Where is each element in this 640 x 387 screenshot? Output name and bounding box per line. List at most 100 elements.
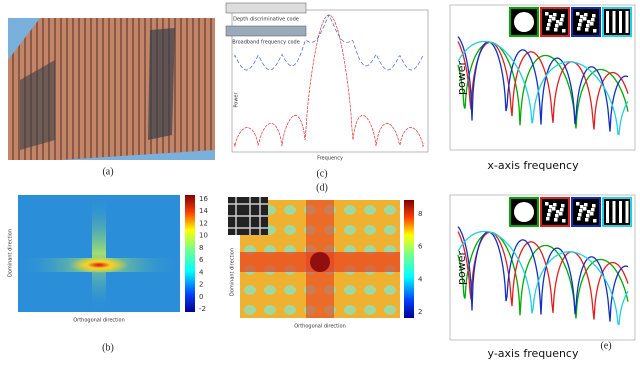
icon (612, 201, 616, 223)
icon (576, 12, 580, 16)
icon (514, 12, 534, 32)
icon (546, 27, 550, 31)
icon (555, 24, 559, 28)
icon (606, 201, 609, 223)
x-axis-label: Orthogonal direction (294, 324, 346, 330)
panel-label: (e) (600, 340, 611, 351)
icon (612, 11, 616, 33)
icon (579, 209, 583, 213)
icon (625, 11, 629, 33)
icon (593, 29, 597, 33)
y-axis-label: Dominant direction (8, 229, 14, 277)
icon (586, 24, 590, 28)
icon (560, 18, 564, 22)
curve (233, 14, 425, 71)
icon (593, 219, 597, 223)
icon (562, 29, 566, 33)
icon (580, 15, 584, 19)
icon (514, 202, 534, 222)
icon (592, 14, 596, 18)
x-axis-label: x-axis frequency (487, 159, 579, 172)
y-axis-label: power (455, 61, 468, 95)
colorbar-label: 4 (418, 275, 423, 283)
colorbar-label: 10 (199, 232, 208, 240)
curve (457, 40, 629, 136)
icon (590, 212, 594, 216)
colorbar-label: -2 (199, 305, 206, 313)
icon (561, 14, 565, 18)
x-axis-label: y-axis frequency (488, 347, 579, 360)
icon (548, 19, 552, 23)
icon (545, 12, 549, 16)
heatmap-band (92, 195, 106, 312)
legend-label: Broadband frequency code (232, 40, 300, 46)
icon (591, 18, 595, 22)
icon (561, 204, 565, 208)
icon (587, 210, 591, 214)
code-strip (225, 2, 307, 14)
icon (548, 209, 552, 213)
code-strip (225, 25, 307, 37)
y-axis-label: Dominant direction (230, 248, 236, 296)
icon (554, 28, 558, 32)
x-axis-label: Frequency (317, 156, 343, 162)
icon (556, 20, 560, 24)
icon (587, 20, 591, 24)
colorbar-label: 2 (418, 308, 422, 316)
icon (590, 22, 594, 26)
icon (584, 13, 588, 17)
icon (578, 23, 582, 27)
icon (619, 11, 622, 33)
y-axis-label: power (455, 251, 468, 285)
inset-pattern (228, 197, 268, 235)
icon (591, 208, 595, 212)
colorbar-label: 8 (418, 210, 422, 218)
icon (592, 204, 596, 208)
colorbar-label: 16 (199, 195, 208, 203)
colorbar-label: 0 (199, 293, 203, 301)
icon (577, 27, 581, 31)
icon (546, 217, 550, 221)
colorbar-label: 8 (199, 244, 203, 252)
icon (619, 201, 622, 223)
icon (552, 207, 556, 211)
icon (553, 203, 557, 207)
icon (547, 213, 551, 217)
windows (20, 60, 55, 150)
icon (576, 202, 580, 206)
icon (555, 214, 559, 218)
colorbar-label: 12 (199, 219, 208, 227)
panel-label: (a) (102, 166, 113, 177)
panel-label: (c) (316, 168, 327, 179)
icon (625, 201, 629, 223)
icon (584, 203, 588, 207)
colorbar-label: 2 (199, 281, 203, 289)
colorbar-label: 6 (418, 243, 423, 251)
curve (457, 41, 629, 130)
icon (583, 17, 587, 21)
colorbar-label: 14 (199, 207, 208, 215)
curve (457, 230, 629, 326)
icon (553, 13, 557, 17)
icon (585, 218, 589, 222)
curve (457, 36, 629, 132)
legend-label: Depth discriminative code (233, 17, 299, 23)
icon (606, 11, 609, 33)
icon (562, 219, 566, 223)
icon (578, 213, 582, 217)
heatmap-peak (310, 252, 330, 272)
colorbar-label: 6 (199, 256, 204, 264)
icon (559, 22, 563, 26)
icon (559, 212, 563, 216)
curve (457, 231, 629, 320)
windows (148, 28, 175, 140)
icon (549, 205, 553, 209)
panel-label: (b) (102, 342, 114, 353)
icon (577, 217, 581, 221)
icon (583, 207, 587, 211)
colorbar (404, 200, 414, 318)
x-axis-label: Orthogonal direction (73, 318, 125, 324)
icon (585, 28, 589, 32)
icon (556, 210, 560, 214)
